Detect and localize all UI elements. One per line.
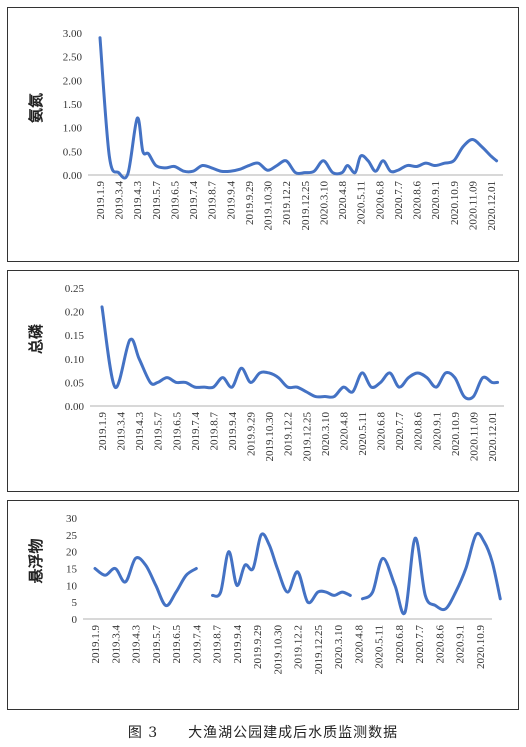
x-tick-label: 2019.5.7 [151, 625, 163, 664]
x-tick-label: 2019.1.9 [90, 625, 102, 664]
x-tick-label: 2019.1.9 [95, 181, 107, 220]
x-tick-label: 2019.4.3 [132, 181, 144, 220]
phosphorus-chart: 0.00 0.05 0.10 0.15 0.20 0.25 2019.1.9 2019.3.4… [27, 283, 504, 462]
x-tick-label: 2019.8.7 [208, 412, 220, 451]
x-tick-label: 2019.6.5 [169, 181, 181, 220]
x-tick-label: 2019.1.9 [97, 412, 109, 451]
x-tick-label: 2020.6.8 [394, 625, 406, 664]
y-axis-label: 悬浮物 [27, 538, 45, 583]
y-tick-label: 1.50 [63, 99, 83, 111]
x-tick-label: 2020.10.9 [475, 625, 487, 670]
series-line [98, 36, 499, 180]
y-tick-label: 10 [66, 580, 78, 592]
y-tick-label: 0 [72, 614, 78, 626]
x-tick-label: 2020.5.11 [357, 412, 369, 456]
x-tick-label: 2019.7.4 [191, 625, 203, 664]
x-tick-label: 2020.9.1 [430, 181, 442, 220]
x-tick-label: 2020.8.6 [412, 181, 424, 220]
x-tick-label: 2019.9.4 [225, 180, 237, 219]
x-tick-label: 2019.6.5 [171, 412, 183, 451]
x-tick-label: 2019.12.25 [301, 412, 313, 462]
y-tick-label: 2.00 [63, 75, 83, 87]
x-tick-label: 2020.3.10 [320, 412, 332, 457]
series-line [211, 532, 352, 605]
suspended-solids-chart-panel: 0 5 10 15 20 25 30 2019.1.9 2019.3.4 2019.4.3 2019… [7, 500, 519, 710]
y-tick-label: 0.00 [65, 401, 85, 413]
series-line [360, 531, 502, 616]
x-tick-label: 2019.8.7 [207, 181, 219, 220]
x-tick-label: 2019.12.2 [283, 412, 295, 456]
x-tick-label: 2019.7.4 [190, 412, 202, 451]
ammonia-chart: 0.00 0.50 1.00 1.50 2.00 2.50 3.00 2019.1.9 2019… [27, 28, 503, 231]
x-tick-label: 2020.11.09 [468, 412, 480, 462]
x-tick-label: 2019.12.2 [281, 181, 293, 225]
x-tick-label: 2019.8.7 [212, 625, 224, 664]
y-tick-label: 0.25 [65, 283, 85, 295]
x-tick-label: 2020.12.01 [486, 181, 498, 231]
x-tick-label: 2019.9.29 [252, 625, 264, 670]
x-tick-label: 2020.4.8 [338, 412, 350, 451]
x-tick-label: 2019.3.4 [116, 412, 128, 451]
y-tick-label: 2.50 [63, 52, 83, 64]
x-tick-label: 2019.7.4 [188, 181, 200, 220]
x-tick-label: 2020.12.01 [487, 412, 499, 462]
x-tick-label: 2020.6.8 [374, 181, 386, 220]
series-line [100, 305, 500, 401]
x-tick-label: 2019.10.30 [264, 412, 276, 462]
x-tick-label: 2019.5.7 [151, 181, 163, 220]
y-tick-label: 1.00 [63, 123, 83, 135]
x-tick-label: 2020.5.11 [356, 181, 368, 225]
x-tick-label: 2019.12.25 [300, 181, 312, 231]
x-tick-label: 2020.8.6 [434, 625, 446, 664]
x-tick-label: 2019.10.30 [263, 181, 275, 231]
x-tick-label: 2019.4.3 [134, 412, 146, 451]
x-tick-label: 2020.4.8 [353, 625, 365, 664]
y-tick-label: 30 [66, 513, 78, 525]
x-tick-label: 2019.9.29 [244, 181, 256, 226]
series-line [93, 556, 198, 608]
x-tick-label: 2020.7.7 [414, 625, 426, 664]
x-tick-label: 2019.4.3 [131, 625, 143, 664]
x-tick-label: 2020.10.9 [449, 181, 461, 226]
x-tick-label: 2019.12.2 [293, 625, 305, 669]
x-tick-label: 2020.4.8 [337, 181, 349, 220]
y-tick-label: 0.20 [65, 307, 85, 319]
x-tick-label: 2020.3.10 [333, 625, 345, 670]
x-tick-label: 2019.12.25 [313, 625, 325, 675]
x-tick-label: 2019.3.4 [114, 181, 126, 220]
x-tick-label: 2019.9.29 [246, 412, 258, 457]
y-tick-label: 20 [66, 547, 78, 559]
y-tick-label: 25 [66, 530, 78, 542]
y-tick-label: 3.00 [63, 28, 83, 40]
x-tick-label: 2020.11.09 [467, 181, 479, 231]
x-tick-label: 2020.5.11 [374, 625, 386, 669]
x-tick-label: 2020.10.9 [450, 412, 462, 457]
x-tick-label: 2019.5.7 [153, 412, 165, 451]
y-axis-label: 氨氮 [27, 93, 45, 123]
y-tick-label: 0.50 [63, 146, 83, 158]
y-tick-label: 0.00 [63, 170, 83, 182]
x-tick-label: 2020.8.6 [413, 412, 425, 451]
x-tick-label: 2019.3.4 [110, 625, 122, 664]
x-tick-label: 2020.9.1 [455, 625, 467, 664]
x-tick-label: 2019.9.4 [232, 625, 244, 664]
x-tick-label: 2020.9.1 [431, 412, 443, 451]
ammonia-chart-panel: 0.00 0.50 1.00 1.50 2.00 2.50 3.00 2019.1.9 2019… [7, 7, 519, 262]
y-axis-label: 总磷 [27, 323, 45, 354]
x-tick-label: 2019.9.4 [227, 412, 239, 451]
x-tick-label: 2019.6.5 [171, 625, 183, 664]
figure-caption: 图 3 大渔湖公园建成后水质监测数据 [127, 725, 399, 741]
x-tick-label: 2020.7.7 [394, 412, 406, 451]
y-tick-label: 5 [72, 597, 78, 609]
x-tick-label: 2020.3.10 [318, 181, 330, 226]
y-tick-label: 0.05 [65, 377, 85, 389]
x-tick-label: 2019.10.30 [272, 625, 284, 675]
y-tick-label: 0.15 [65, 330, 85, 342]
y-tick-label: 0.10 [65, 354, 85, 366]
x-tick-label: 2020.6.8 [376, 412, 388, 451]
phosphorus-chart-panel: 0.00 0.05 0.10 0.15 0.20 0.25 2019.1.9 2019.3.4… [7, 270, 519, 492]
y-tick-label: 15 [66, 564, 78, 576]
x-tick-label: 2020.7.7 [393, 181, 405, 220]
suspended-solids-chart: 0 5 10 15 20 25 30 2019.1.9 2019.3.4 2019.4.3 2019… [27, 513, 502, 675]
